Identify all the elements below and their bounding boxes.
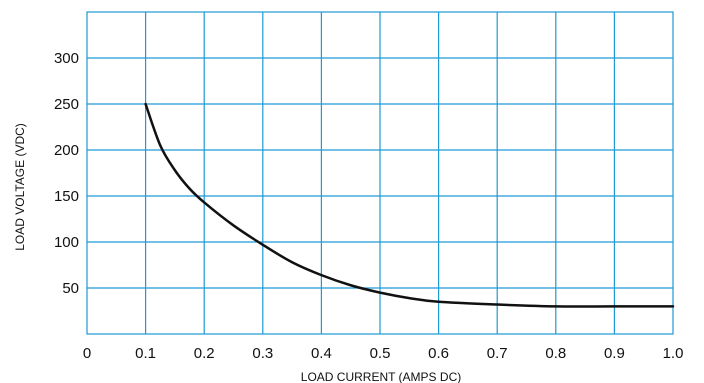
x-tick-labels: 0 0.1 0.2 0.3 0.4 0.5 0.6 0.7 0.8 0.9 1.0	[83, 345, 684, 362]
data-point	[379, 291, 381, 294]
series-points	[144, 103, 674, 308]
x-tick-label: 0.4	[311, 345, 332, 362]
grid	[86, 11, 674, 335]
data-point	[261, 243, 264, 246]
x-tick-label: 0.9	[604, 345, 625, 362]
data-point	[554, 305, 557, 308]
y-tick-label: 200	[54, 142, 79, 159]
x-tick-label: 0.2	[194, 345, 215, 362]
data-point	[232, 224, 235, 227]
x-tick-label: 0	[83, 345, 91, 362]
data-point	[188, 187, 191, 190]
x-tick-label: 0.1	[135, 345, 156, 362]
data-point	[408, 297, 411, 300]
y-axis-label: LOAD VOLTAGE (VDC)	[13, 123, 27, 251]
y-tick-label: 250	[54, 96, 79, 113]
y-tick-label: 50	[62, 280, 79, 297]
x-axis-label: LOAD CURRENT (AMPS DC)	[301, 370, 461, 383]
y-tick-labels: 50 100 150 200 250 300	[54, 50, 79, 297]
series-line-voltage	[144, 102, 675, 308]
data-point	[159, 144, 162, 147]
data-point	[496, 303, 499, 306]
x-tick-label: 0.8	[545, 345, 566, 362]
x-tick-label: 0.6	[428, 345, 449, 362]
x-tick-label: 0.3	[252, 345, 273, 362]
x-tick-label: 0.7	[487, 345, 508, 362]
data-point	[672, 305, 674, 308]
data-point	[291, 261, 294, 264]
data-point	[320, 274, 323, 277]
y-tick-label: 100	[54, 234, 79, 251]
data-point	[144, 103, 147, 105]
y-tick-label: 300	[54, 50, 79, 67]
data-point	[437, 300, 440, 303]
data-point	[349, 284, 352, 287]
x-tick-label: 1.0	[663, 345, 684, 362]
x-tick-label: 0.5	[370, 345, 391, 362]
data-point	[173, 169, 176, 172]
data-point	[613, 305, 616, 308]
data-point	[203, 201, 206, 204]
y-tick-label: 150	[54, 188, 79, 205]
